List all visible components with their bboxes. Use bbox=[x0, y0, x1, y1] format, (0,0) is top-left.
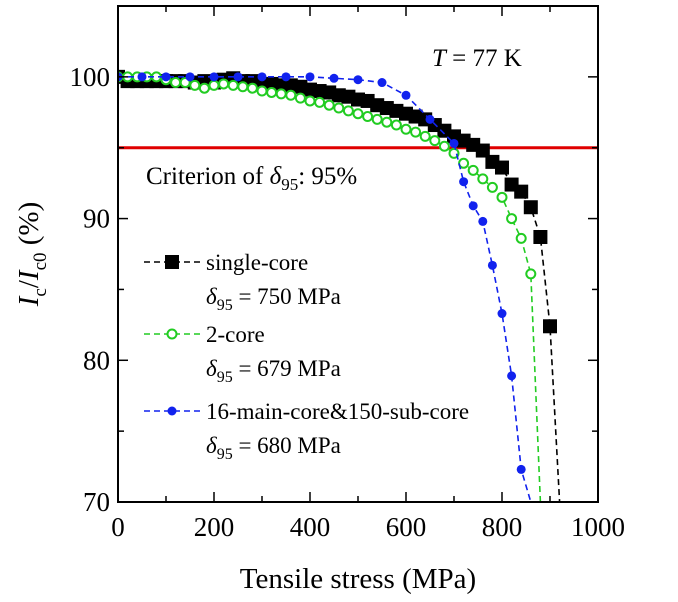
data-point bbox=[137, 72, 147, 82]
data-point bbox=[543, 319, 557, 334]
x-tick-label: 800 bbox=[482, 512, 523, 542]
x-tick-label: 200 bbox=[194, 512, 235, 542]
legend-delta: δ95 = 679 MPa bbox=[206, 356, 341, 386]
data-point bbox=[515, 232, 527, 244]
data-point bbox=[496, 191, 508, 203]
y-tick-label: 80 bbox=[83, 345, 110, 375]
y-tick-label: 70 bbox=[83, 487, 110, 517]
data-point bbox=[410, 126, 422, 138]
data-point bbox=[314, 96, 326, 108]
legend: single-core δ95 = 750 MPa 2-core δ95 = 679 … bbox=[144, 250, 469, 463]
y-tick-label: 100 bbox=[70, 62, 111, 92]
data-point bbox=[189, 79, 201, 91]
data-point bbox=[459, 177, 469, 187]
y-tick-label: 90 bbox=[83, 204, 110, 234]
data-point bbox=[438, 140, 450, 152]
data-point bbox=[507, 371, 517, 381]
legend-label: single-core bbox=[206, 250, 308, 275]
legend-marker bbox=[166, 328, 178, 340]
data-point bbox=[478, 216, 488, 226]
criterion-annotation: Criterion of δ95: 95% bbox=[146, 163, 357, 194]
data-point bbox=[353, 75, 363, 85]
legend-marker bbox=[165, 255, 179, 269]
legend-entry: 2-core δ95 = 679 MPa bbox=[144, 322, 341, 386]
data-point bbox=[170, 77, 182, 89]
data-point bbox=[294, 92, 306, 104]
data-point bbox=[266, 86, 278, 98]
y-axis-title: Ic/Ic0 (%) bbox=[13, 202, 51, 308]
data-point bbox=[329, 73, 339, 83]
data-point bbox=[281, 72, 291, 82]
data-point bbox=[285, 89, 297, 101]
legend-marker bbox=[167, 406, 177, 416]
data-point bbox=[486, 181, 498, 193]
data-point bbox=[419, 130, 431, 142]
data-point bbox=[487, 260, 497, 270]
data-point bbox=[352, 108, 364, 120]
data-point bbox=[198, 82, 210, 94]
series-layer bbox=[118, 69, 561, 502]
temperature-annotation: T = 77 K bbox=[432, 45, 522, 72]
x-tick-label: 400 bbox=[290, 512, 331, 542]
data-point bbox=[333, 102, 345, 114]
data-point bbox=[475, 143, 490, 158]
data-point bbox=[506, 213, 518, 225]
legend-label: 16-main-core&150-sub-core bbox=[206, 399, 469, 424]
data-point bbox=[362, 111, 374, 123]
ticks-layer bbox=[117, 5, 599, 503]
data-point bbox=[390, 119, 402, 131]
data-point bbox=[467, 164, 479, 176]
legend-delta: δ95 = 680 MPa bbox=[206, 433, 341, 463]
data-point bbox=[323, 99, 335, 111]
data-point bbox=[458, 157, 470, 169]
data-point bbox=[449, 138, 459, 148]
data-point bbox=[227, 79, 239, 91]
data-point bbox=[209, 72, 219, 82]
data-point bbox=[516, 464, 526, 474]
series-3 bbox=[118, 72, 541, 502]
data-point bbox=[477, 173, 489, 185]
data-point bbox=[161, 72, 171, 82]
data-point bbox=[256, 85, 268, 97]
data-point bbox=[208, 79, 220, 91]
x-tick-label: 600 bbox=[386, 512, 427, 542]
x-tick-label: 1000 bbox=[571, 512, 625, 542]
data-point bbox=[275, 88, 287, 100]
data-point bbox=[497, 309, 507, 319]
data-point bbox=[377, 78, 387, 88]
data-point bbox=[429, 135, 441, 147]
labels-layer: 0 200 400 600 800 1000 70 80 90 100 bbox=[70, 62, 626, 542]
data-point bbox=[495, 160, 509, 175]
x-tick-label: 0 bbox=[111, 512, 125, 542]
data-point bbox=[401, 90, 411, 100]
data-point bbox=[304, 95, 316, 107]
data-point bbox=[371, 113, 383, 125]
data-point bbox=[514, 184, 529, 199]
data-point bbox=[185, 72, 195, 82]
series-2 bbox=[118, 71, 542, 502]
legend-label: 2-core bbox=[206, 322, 265, 347]
data-point bbox=[246, 82, 258, 94]
legend-entry: 16-main-core&150-sub-core δ95 = 680 MPa bbox=[144, 399, 469, 463]
legend-delta: δ95 = 750 MPa bbox=[206, 284, 341, 314]
data-point bbox=[381, 116, 393, 128]
data-point bbox=[218, 78, 230, 90]
legend-entry: single-core δ95 = 750 MPa bbox=[144, 250, 341, 314]
data-point bbox=[468, 201, 478, 211]
data-point bbox=[523, 200, 538, 215]
data-point bbox=[400, 123, 412, 135]
data-point bbox=[305, 72, 315, 82]
data-point bbox=[425, 114, 435, 124]
data-point bbox=[233, 72, 243, 82]
data-point bbox=[237, 81, 249, 93]
data-point bbox=[257, 72, 267, 82]
data-point bbox=[533, 229, 548, 244]
data-point bbox=[342, 105, 354, 117]
x-axis-title: Tensile stress (MPa) bbox=[240, 563, 476, 595]
data-point bbox=[525, 268, 537, 280]
